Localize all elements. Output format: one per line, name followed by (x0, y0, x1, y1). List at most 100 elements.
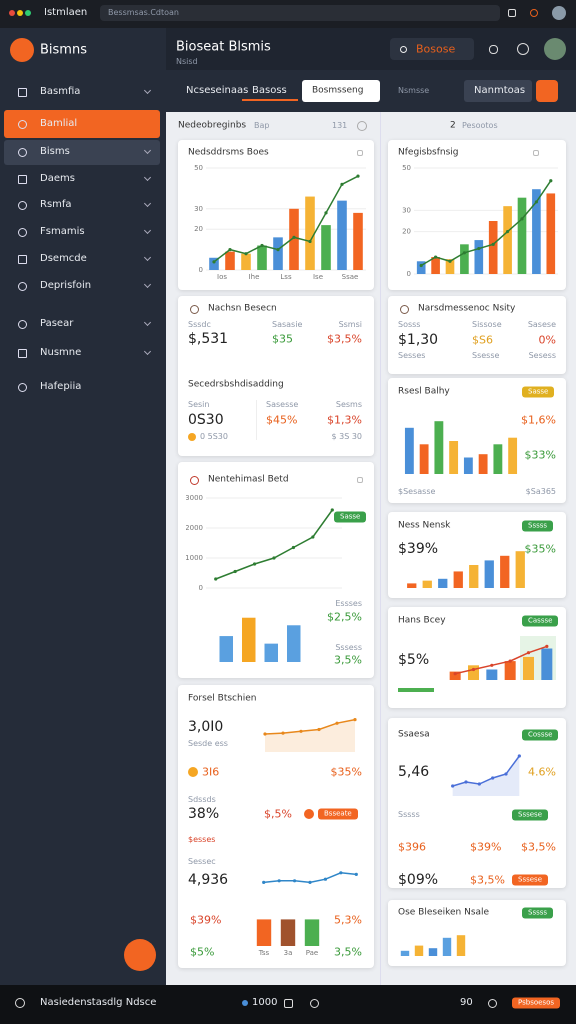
line-point (508, 659, 512, 663)
tab-button[interactable] (536, 80, 558, 102)
dot (242, 1000, 248, 1006)
line-point (228, 248, 232, 252)
line-point (291, 545, 296, 550)
line-point (506, 230, 510, 234)
tab[interactable]: Ncseseinaas (186, 85, 249, 96)
section-tag: Bap (254, 121, 270, 130)
stat-value: $396 (398, 840, 426, 854)
nav-item[interactable]: Nusmne (40, 347, 82, 358)
tab[interactable]: Nsmsse (398, 86, 430, 95)
mini-chart (400, 935, 466, 956)
line-point (330, 508, 334, 512)
window-dot (25, 10, 31, 16)
card-title: Narsdmessenoc Nsity (418, 303, 516, 314)
nav-item[interactable]: Daems (40, 173, 75, 184)
url-box (100, 5, 500, 21)
bar (321, 225, 331, 270)
bar (445, 259, 455, 274)
stat-label: Sdssds (188, 795, 216, 804)
stat-label: Sasasie (272, 320, 303, 329)
stat-note: 0 5S30 (200, 432, 228, 441)
card (388, 718, 566, 888)
card-title: Hans Bcey (398, 615, 446, 626)
bar (404, 427, 414, 474)
logo (10, 38, 34, 62)
icon (533, 150, 539, 156)
icon (17, 348, 27, 358)
nav-item[interactable]: Deprisfoin (40, 280, 92, 291)
nav-item[interactable]: Bamlial (40, 118, 78, 129)
line (454, 645, 548, 675)
stat-value: 3I6 (202, 765, 220, 779)
y-tick-label: 0 (199, 584, 203, 590)
line-point (339, 871, 343, 875)
window-dot (17, 10, 23, 16)
nav-item[interactable]: Hafepiia (40, 381, 82, 392)
badge: Cassse (522, 615, 559, 627)
nav-item[interactable]: Fsmamis (40, 226, 85, 237)
stat-label: Sessec (188, 857, 216, 866)
section-heading: Pesootos (462, 121, 498, 130)
brand: Bismns (40, 42, 87, 58)
line-point (549, 179, 553, 183)
tab[interactable]: Basoss (252, 85, 287, 96)
footer (0, 985, 576, 1024)
metric-note: Sesde ess (188, 739, 228, 748)
card-title: Ness Nensk (398, 520, 451, 531)
nav-hover (4, 140, 160, 165)
stat-value: $,531 (188, 331, 229, 347)
icon (357, 477, 363, 483)
bar (431, 257, 440, 274)
bar (400, 950, 410, 956)
bar (493, 444, 503, 474)
tab[interactable]: Bosmsseng (312, 85, 364, 96)
nav-item[interactable]: Rsmfa (40, 199, 72, 210)
fab[interactable] (124, 939, 156, 971)
icon (399, 304, 409, 314)
bar (460, 244, 469, 274)
mini-chart (407, 551, 525, 588)
line-point (526, 651, 531, 655)
action-button[interactable]: Bsseate (318, 808, 358, 820)
tab-box[interactable] (302, 80, 380, 102)
line-point (340, 182, 344, 186)
nav-item[interactable]: Basmfia (40, 86, 81, 97)
tab[interactable]: Nanmtoas (474, 85, 526, 96)
stat-value: $1,3% (327, 413, 362, 427)
stat-label: Sosss (398, 320, 421, 329)
mini-chart (263, 718, 357, 752)
stat-label: Sissose (472, 320, 502, 329)
x-tick-label: Ssae (342, 273, 359, 281)
nav-item[interactable]: Bisms (40, 146, 70, 157)
bar (488, 221, 498, 274)
header (166, 28, 576, 70)
footer-text: 1000 (252, 997, 278, 1008)
dot (304, 809, 314, 819)
status-text: Nasiedenstasdlg Ndsce (40, 997, 157, 1008)
mini-chart: 0 20 30 50 (402, 164, 558, 276)
card-title: Nachsn Besecn (208, 303, 277, 314)
bar (434, 421, 444, 474)
line-point (252, 562, 257, 566)
icon (17, 254, 27, 264)
stat-value: $1,30 (398, 332, 439, 348)
nav-item[interactable]: Dsemcde (40, 253, 87, 264)
search-box[interactable] (390, 38, 474, 60)
line (452, 755, 520, 787)
line-point (477, 246, 481, 251)
bar (484, 560, 494, 588)
nav-item[interactable]: Pasear (40, 318, 74, 329)
footer-button[interactable]: Psbsoesos (512, 997, 561, 1009)
bar (428, 948, 438, 956)
card (178, 296, 374, 456)
bar (442, 937, 452, 956)
y-tick-label: 20 (402, 228, 411, 236)
stat-value: $45% (266, 413, 298, 427)
line-point (545, 644, 549, 648)
stat-value: $3,5% (327, 332, 362, 346)
line-point (490, 663, 494, 667)
action-button[interactable]: Sssese (512, 874, 548, 886)
tab-box[interactable] (464, 80, 532, 102)
bar (242, 617, 256, 662)
bar (280, 919, 296, 946)
